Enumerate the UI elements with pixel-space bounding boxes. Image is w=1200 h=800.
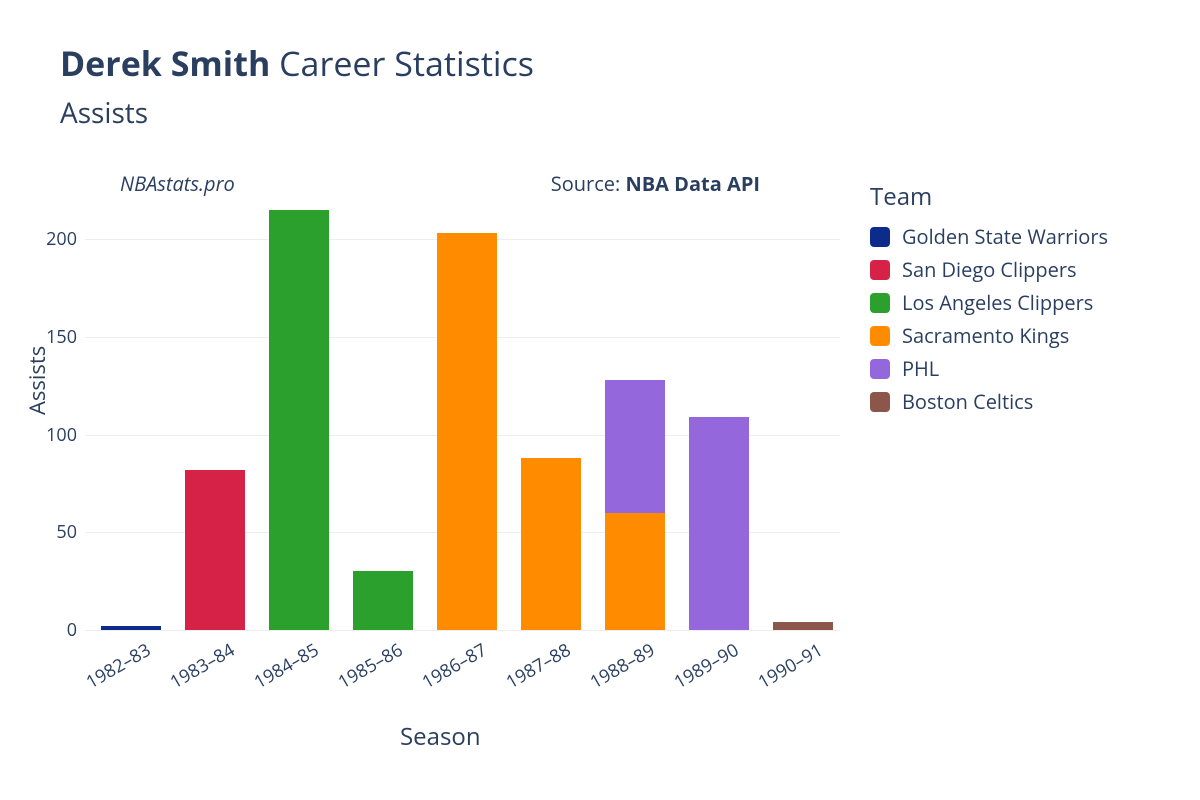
chart-subtitle: Assists (60, 94, 534, 132)
bar[interactable] (185, 470, 245, 630)
legend-item[interactable]: Los Angeles Clippers (870, 289, 1108, 316)
title-suffix: Career Statistics (279, 40, 534, 86)
legend-title: Team (870, 180, 1108, 213)
legend-label: Los Angeles Clippers (902, 289, 1093, 316)
bar[interactable] (773, 622, 833, 630)
plot-area: 050100150200 (85, 200, 840, 631)
legend-swatch (870, 260, 890, 280)
y-tick: 200 (37, 227, 77, 251)
bar-segment[interactable] (689, 417, 749, 630)
legend-item[interactable]: Sacramento Kings (870, 322, 1108, 349)
legend-label: Sacramento Kings (902, 322, 1069, 349)
y-tick: 150 (37, 325, 77, 349)
legend-swatch (870, 392, 890, 412)
source-credit: Source: NBA Data API (551, 170, 760, 197)
bar-segment[interactable] (353, 571, 413, 630)
legend-label: San Diego Clippers (902, 256, 1077, 283)
y-tick: 100 (37, 423, 77, 447)
bar[interactable] (269, 210, 329, 630)
y-tick: 0 (37, 618, 77, 642)
bar[interactable] (521, 458, 581, 630)
bar-segment[interactable] (101, 626, 161, 630)
bar-segment[interactable] (773, 622, 833, 630)
bar[interactable] (101, 626, 161, 630)
legend-item[interactable]: PHL (870, 355, 1108, 382)
bar-segment[interactable] (437, 233, 497, 630)
site-credit: NBAstats.pro (120, 170, 235, 197)
bar-segment[interactable] (605, 380, 665, 513)
x-axis-label: Season (400, 720, 481, 753)
y-tick: 50 (37, 520, 77, 544)
bar[interactable] (689, 417, 749, 630)
legend-swatch (870, 359, 890, 379)
legend-label: PHL (902, 355, 939, 382)
gridline (85, 630, 840, 631)
bar[interactable] (353, 571, 413, 630)
bar-segment[interactable] (185, 470, 245, 630)
legend-label: Golden State Warriors (902, 223, 1108, 250)
chart-titles: Derek Smith Career Statistics Assists (60, 40, 534, 132)
chart-title: Derek Smith Career Statistics (60, 40, 534, 86)
source-name: NBA Data API (625, 170, 760, 197)
legend: Team Golden State Warriors San Diego Clip… (870, 180, 1108, 421)
legend-item[interactable]: Golden State Warriors (870, 223, 1108, 250)
bar-segment[interactable] (605, 513, 665, 630)
y-axis-label: Assists (22, 346, 52, 415)
legend-label: Boston Celtics (902, 388, 1033, 415)
bar-segment[interactable] (269, 210, 329, 630)
chart-container: Derek Smith Career Statistics Assists NB… (0, 0, 1200, 800)
legend-item[interactable]: Boston Celtics (870, 388, 1108, 415)
source-prefix: Source: (551, 170, 626, 197)
legend-item[interactable]: San Diego Clippers (870, 256, 1108, 283)
bar-segment[interactable] (521, 458, 581, 630)
bar[interactable] (437, 233, 497, 630)
player-name: Derek Smith (60, 40, 270, 86)
legend-swatch (870, 227, 890, 247)
bar[interactable] (605, 380, 665, 630)
legend-swatch (870, 293, 890, 313)
legend-swatch (870, 326, 890, 346)
